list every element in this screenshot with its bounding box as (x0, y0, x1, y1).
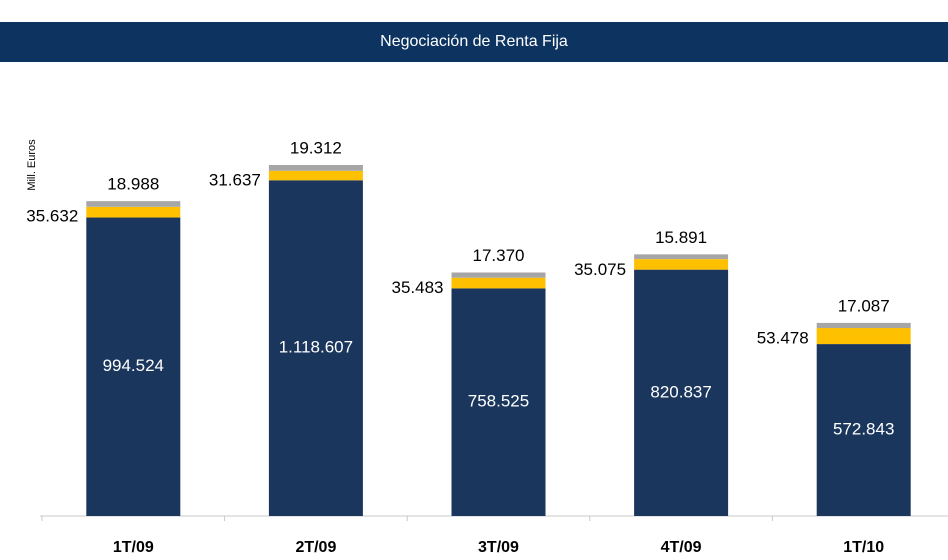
bar-segment (634, 269, 729, 516)
bar-segment (816, 322, 911, 329)
chart-title: Negociación de Renta Fija (380, 33, 568, 50)
x-tick-label: 4T/09 (661, 539, 702, 556)
bar-segment (634, 259, 729, 270)
bar-segment (268, 170, 363, 181)
value-label: 758.525 (468, 392, 529, 411)
title-banner (0, 22, 948, 62)
bar-segment (268, 165, 363, 171)
y-axis-label: Mill. Euros (26, 139, 38, 191)
x-tick-label: 3T/09 (478, 539, 519, 556)
value-label: 572.843 (833, 420, 894, 439)
value-label: 820.837 (650, 382, 711, 401)
value-label: 18.988 (107, 175, 159, 194)
bar-segment (86, 206, 181, 218)
x-tick-label: 1T/09 (113, 539, 154, 556)
value-label: 15.891 (655, 228, 707, 247)
value-label: 19.312 (290, 138, 342, 157)
x-tick-label: 1T/10 (843, 539, 884, 556)
bar-segment (86, 217, 181, 516)
value-label: 31.637 (209, 170, 261, 189)
value-label: 53.478 (757, 328, 809, 347)
value-label: 994.524 (103, 356, 164, 375)
value-label: 17.370 (473, 246, 525, 265)
bar-segment (634, 254, 729, 260)
bar-segment (816, 344, 911, 516)
x-tick-label: 2T/09 (295, 539, 336, 556)
value-label: 35.075 (574, 260, 626, 279)
value-label: 1.118.607 (279, 338, 353, 357)
bar-segment (816, 328, 911, 345)
bar-segment (451, 288, 546, 516)
bar-segment (86, 201, 181, 207)
bar-segment (451, 272, 546, 278)
bar-segment (451, 277, 546, 289)
bar-segment (268, 180, 363, 516)
value-label: 17.087 (838, 296, 890, 315)
value-label: 35.483 (392, 278, 444, 297)
value-label: 35.632 (26, 207, 78, 226)
